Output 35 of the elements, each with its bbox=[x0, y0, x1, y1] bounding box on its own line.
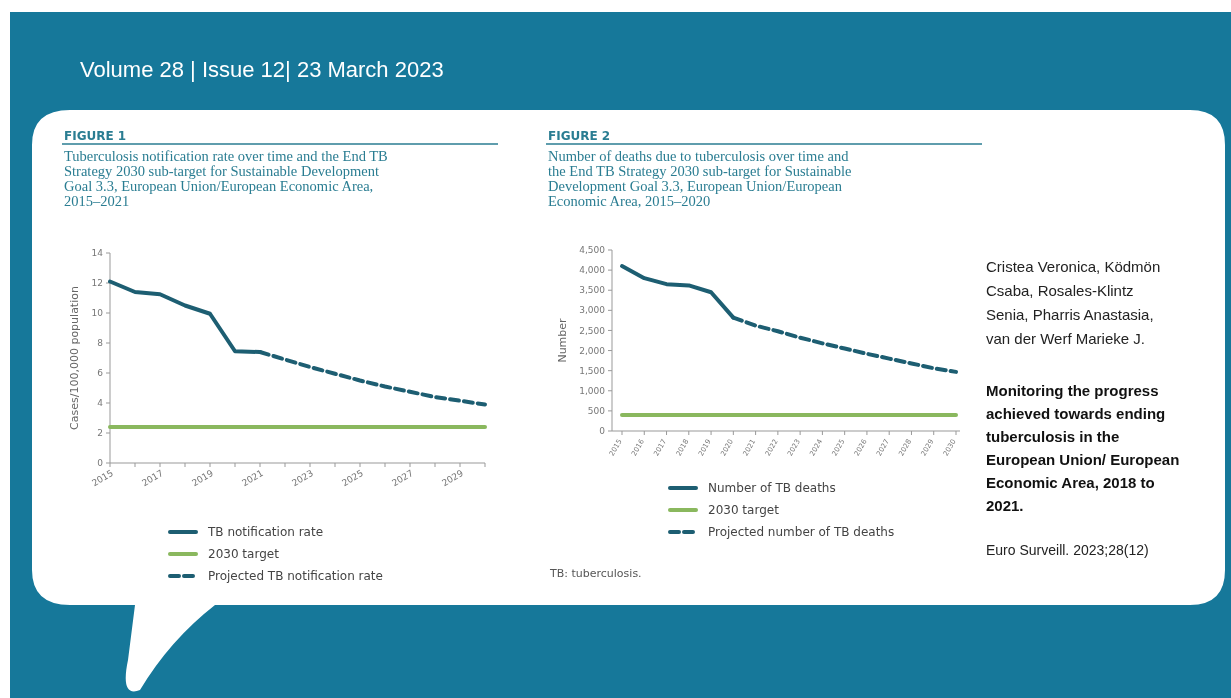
legend-label: TB notification rate bbox=[207, 525, 324, 540]
y-tick-label: 1,500 bbox=[579, 365, 606, 376]
text: Euro Surveill. 2023;28(12) bbox=[986, 542, 1149, 558]
y-axis-title: Number bbox=[556, 317, 569, 363]
y-tick-label: 6 bbox=[97, 368, 104, 379]
legend-label: Projected number of TB deaths bbox=[708, 525, 895, 540]
y-tick-label: 3,000 bbox=[579, 305, 606, 316]
y-tick-label: 8 bbox=[97, 338, 104, 349]
legend-label: 2030 target bbox=[208, 547, 280, 562]
text: Cristea Veronica, Ködmön Csaba, Rosales-Klintz Senia, Pharris Anastasia, van der Werf Marieke J. bbox=[986, 258, 1161, 347]
chart-title: Number of deaths due to tuberculosis over time and the End TB Strategy 2030 sub-target for Sustainable Development Goal 3.3, European Union/European Economic Area, 2015–2020 bbox=[548, 148, 852, 209]
y-tick-label: 14 bbox=[91, 248, 104, 259]
caption: FIGURE 2 bbox=[548, 129, 611, 143]
y-tick-label: 3,500 bbox=[579, 285, 606, 296]
y-axis-title: Cases/100,000 population bbox=[68, 286, 81, 430]
y-tick-label: 1,000 bbox=[579, 385, 606, 396]
y-tick-label: 500 bbox=[587, 406, 606, 417]
y-tick-label: 10 bbox=[91, 308, 104, 319]
y-tick-label: 4,000 bbox=[579, 265, 606, 276]
text: TB: tuberculosis. bbox=[549, 567, 642, 580]
legend-label: 2030 target bbox=[708, 503, 780, 518]
y-tick-label: 12 bbox=[91, 278, 103, 289]
caption: FIGURE 1 bbox=[64, 129, 127, 143]
y-tick-label: 2,500 bbox=[579, 325, 606, 336]
y-tick-label: 4 bbox=[97, 398, 104, 409]
text: Monitoring the progress achieved towards ending tuberculosis in the European Union/ European Economic Area, 2018 to 2021. bbox=[986, 382, 1180, 514]
chart-title: Tuberculosis notification rate over time and the End TB Strategy 2030 sub-target for Sustainable Development Goal 3.3, European Union/European Economic Area, 2015–2021 bbox=[64, 148, 388, 209]
y-tick-label: 0 bbox=[599, 426, 606, 437]
y-tick-label: 2 bbox=[97, 428, 103, 439]
y-tick-label: 4,500 bbox=[579, 245, 606, 256]
legend-label: Projected TB notification rate bbox=[208, 569, 383, 584]
y-tick-label: 0 bbox=[97, 458, 104, 469]
legend-label: Number of TB deaths bbox=[708, 481, 836, 496]
y-tick-label: 2,000 bbox=[579, 345, 606, 356]
text: Volume 28 | Issue 12| 23 March 2023 bbox=[80, 57, 444, 82]
